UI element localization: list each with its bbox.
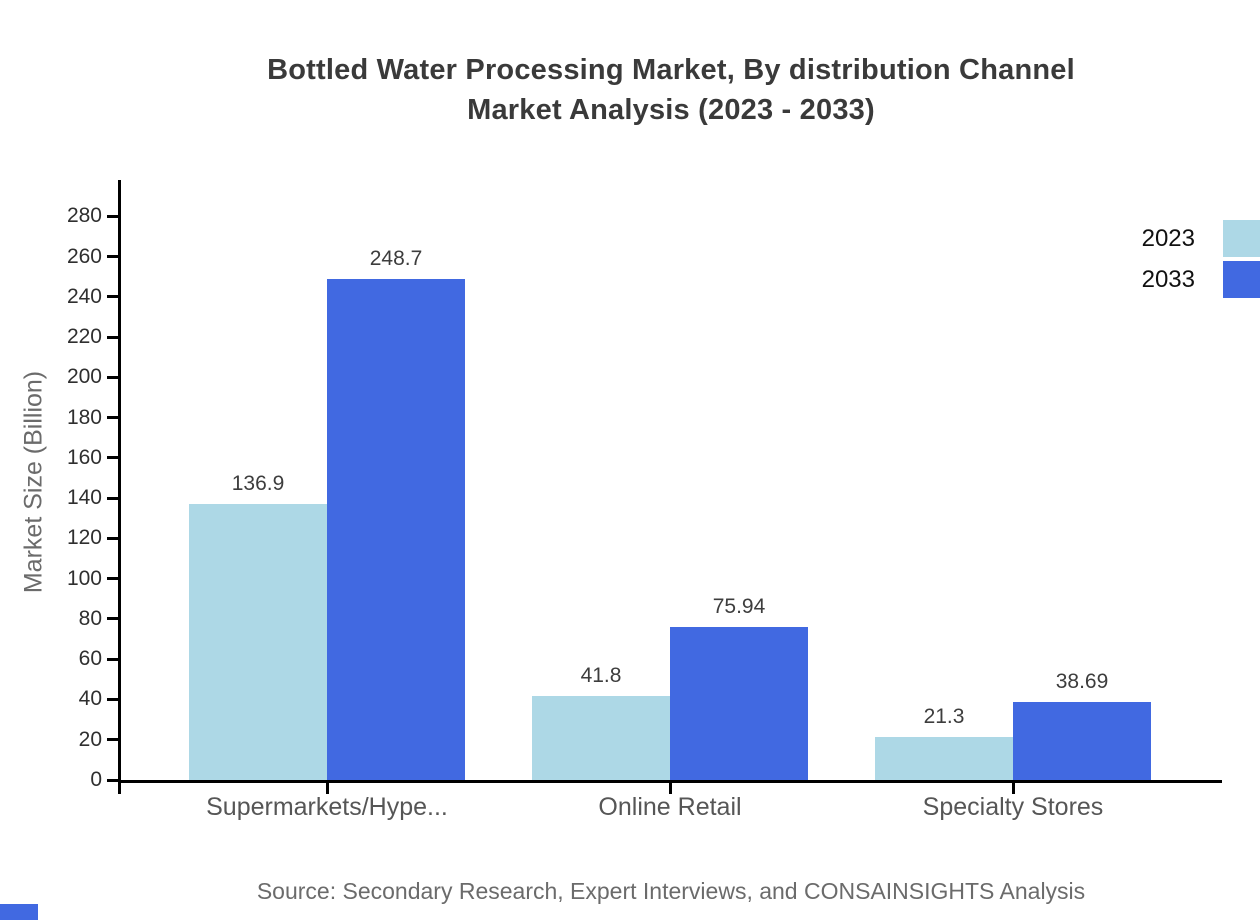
source-note: Source: Secondary Research, Expert Inter…	[256, 878, 1086, 904]
bar-2023-1	[532, 695, 670, 780]
y-tick-mark-280	[107, 214, 119, 218]
chart-title-line2: Market Analysis (2023 - 2033)	[467, 94, 875, 126]
y-tick-label-200: 200	[66, 365, 102, 389]
legend-label-2033: 2033	[1141, 265, 1195, 293]
y-tick-label-100: 100	[66, 566, 102, 590]
category-label-0: Supermarkets/Hype...	[206, 793, 448, 821]
category-label-1: Online Retail	[598, 793, 742, 821]
chart-title: Bottled Water Processing Market, By dist…	[120, 50, 1222, 130]
y-tick-mark-20	[107, 738, 119, 742]
x-tick-mark-0	[325, 780, 329, 794]
y-tick-label-180: 180	[66, 405, 102, 429]
legend-item-2033: 2033	[1142, 261, 1260, 298]
bar-2033-2	[1013, 702, 1151, 780]
y-tick-label-20: 20	[78, 727, 102, 751]
x-tick-mark-2	[1011, 780, 1015, 794]
y-tick-label-40: 40	[78, 687, 102, 711]
y-tick-label-140: 140	[66, 486, 102, 510]
y-tick-label-240: 240	[66, 284, 102, 308]
y-tick-mark-100	[107, 577, 119, 581]
y-tick-label-0: 0	[90, 768, 102, 791]
legend-swatch-2023	[1223, 220, 1260, 257]
y-tick-mark-40	[107, 697, 119, 701]
x-tick-mark-1	[668, 780, 672, 794]
value-label-2023-0: 136.9	[231, 472, 285, 496]
chart-title-line1: Bottled Water Processing Market, By dist…	[267, 54, 1075, 86]
y-axis-label: Market Size (Billion)	[19, 370, 48, 594]
y-tick-mark-120	[107, 536, 119, 540]
y-tick-mark-260	[107, 255, 119, 259]
category-label-2: Specialty Stores	[922, 793, 1104, 821]
y-tick-mark-180	[107, 416, 119, 420]
value-label-2033-0: 248.7	[369, 247, 423, 271]
y-tick-label-60: 60	[78, 647, 102, 671]
y-tick-mark-220	[107, 335, 119, 339]
y-tick-mark-0	[107, 778, 119, 782]
y-tick-mark-240	[107, 295, 119, 299]
legend-item-2023: 2023	[1142, 220, 1260, 257]
legend-label-2023: 2023	[1141, 224, 1195, 252]
value-label-2023-1: 41.8	[580, 663, 622, 687]
brand-mark	[0, 904, 38, 920]
bar-2023-2	[875, 737, 1013, 780]
y-tick-label-260: 260	[66, 244, 102, 268]
value-label-2033-2: 38.69	[1055, 670, 1109, 694]
bar-2033-0	[327, 279, 465, 780]
y-tick-mark-200	[107, 375, 119, 379]
value-label-2023-2: 21.3	[923, 705, 965, 729]
y-tick-mark-160	[107, 456, 119, 460]
value-label-2033-1: 75.94	[712, 595, 766, 619]
bar-2033-1	[670, 627, 808, 780]
y-tick-label-280: 280	[66, 204, 102, 228]
legend: 2023 2033	[1142, 220, 1260, 302]
y-tick-mark-60	[107, 657, 119, 661]
y-tick-label-160: 160	[66, 445, 102, 469]
y-tick-mark-80	[107, 617, 119, 621]
y-tick-label-220: 220	[66, 325, 102, 349]
y-tick-label-80: 80	[78, 606, 102, 630]
legend-swatch-2033	[1223, 261, 1260, 298]
y-tick-mark-140	[107, 496, 119, 500]
y-tick-label-120: 120	[66, 526, 102, 550]
y-axis-line	[118, 180, 121, 794]
bar-2023-0	[189, 504, 327, 780]
